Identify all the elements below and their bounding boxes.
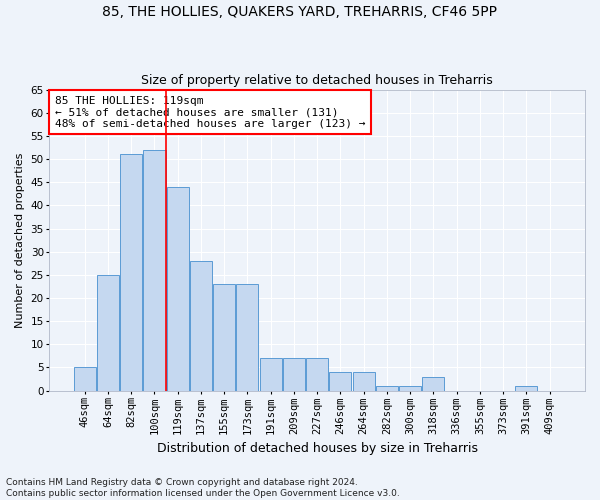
Title: Size of property relative to detached houses in Treharris: Size of property relative to detached ho…	[142, 74, 493, 87]
Y-axis label: Number of detached properties: Number of detached properties	[15, 152, 25, 328]
Bar	[353, 372, 375, 390]
Bar	[120, 154, 142, 390]
Bar	[283, 358, 305, 390]
Bar	[190, 261, 212, 390]
Bar	[422, 376, 445, 390]
Bar	[329, 372, 352, 390]
Bar	[167, 187, 189, 390]
Bar	[399, 386, 421, 390]
Bar	[376, 386, 398, 390]
X-axis label: Distribution of detached houses by size in Treharris: Distribution of detached houses by size …	[157, 442, 478, 455]
Bar	[74, 368, 96, 390]
Text: Contains HM Land Registry data © Crown copyright and database right 2024.
Contai: Contains HM Land Registry data © Crown c…	[6, 478, 400, 498]
Bar	[236, 284, 259, 391]
Text: 85 THE HOLLIES: 119sqm
← 51% of detached houses are smaller (131)
48% of semi-de: 85 THE HOLLIES: 119sqm ← 51% of detached…	[55, 96, 365, 129]
Text: 85, THE HOLLIES, QUAKERS YARD, TREHARRIS, CF46 5PP: 85, THE HOLLIES, QUAKERS YARD, TREHARRIS…	[103, 5, 497, 19]
Bar	[260, 358, 282, 390]
Bar	[97, 275, 119, 390]
Bar	[213, 284, 235, 391]
Bar	[143, 150, 166, 390]
Bar	[306, 358, 328, 390]
Bar	[515, 386, 538, 390]
